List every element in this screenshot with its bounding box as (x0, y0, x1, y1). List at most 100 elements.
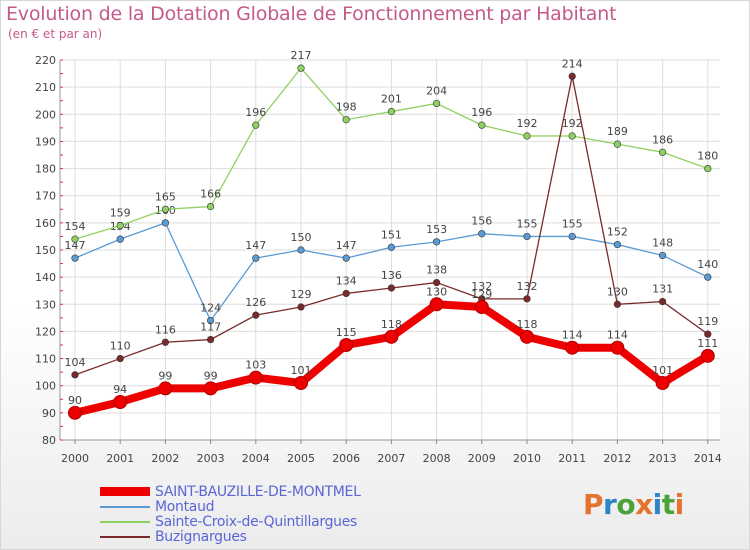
data-label: 214 (562, 57, 583, 70)
data-label: 134 (336, 274, 357, 287)
x-tick-label: 2008 (423, 452, 451, 465)
data-point (116, 221, 124, 230)
logo-letter: x (635, 488, 653, 521)
legend-item: Montaud (100, 498, 361, 515)
data-point (384, 329, 399, 344)
x-tick-label: 2013 (649, 452, 677, 465)
y-tick-label: 180 (35, 163, 56, 176)
legend-swatch (100, 535, 150, 538)
data-label: 198 (336, 101, 357, 114)
data-label: 166 (200, 188, 221, 201)
data-label: 130 (426, 285, 447, 298)
data-point (252, 121, 260, 129)
x-tick-label: 2000 (61, 452, 89, 465)
legend-item: Sainte-Croix-de-Quintillargues (100, 514, 361, 530)
data-point (568, 232, 576, 241)
x-tick-label: 2009 (468, 452, 496, 465)
data-label: 148 (652, 236, 673, 249)
data-label: 204 (426, 84, 447, 97)
data-label: 180 (697, 150, 718, 163)
data-point (523, 232, 531, 241)
data-label: 217 (291, 49, 312, 62)
data-point (252, 311, 260, 319)
data-point (342, 254, 350, 262)
logo-letter: i (674, 488, 685, 521)
x-tick-label: 2014 (694, 452, 722, 465)
y-tick-label: 220 (35, 54, 56, 67)
data-label: 118 (517, 318, 538, 331)
data-point (613, 300, 622, 308)
data-label: 154 (65, 220, 86, 233)
data-label: 165 (155, 190, 176, 203)
data-label: 90 (68, 394, 82, 407)
data-label: 131 (652, 283, 673, 296)
data-point (161, 205, 169, 213)
data-point (71, 254, 79, 262)
data-point (704, 164, 712, 173)
data-label: 132 (517, 280, 538, 293)
data-point (433, 99, 441, 108)
data-label: 116 (155, 323, 176, 336)
data-point (207, 335, 215, 344)
series-sainte-croix-de-quintillargues: 154 159 165 166 196 217 198 201 204 196 192 192 189 1… (65, 49, 718, 243)
data-label: 104 (65, 356, 86, 369)
data-label: 147 (65, 239, 86, 252)
data-point (658, 148, 667, 156)
data-label: 99 (158, 369, 172, 382)
data-point (161, 338, 169, 346)
data-point (297, 246, 305, 254)
data-label: 129 (471, 288, 492, 301)
data-point (658, 251, 667, 260)
data-point (610, 340, 625, 355)
data-point (613, 240, 622, 249)
data-point (71, 235, 79, 243)
data-label: 138 (426, 264, 447, 277)
data-label: 110 (110, 340, 131, 353)
data-point (704, 273, 712, 281)
logo-letter: P (583, 488, 604, 521)
chart-title: Evolution de la Dotation Globale de Fonc… (6, 3, 617, 25)
data-label: 132 (471, 280, 492, 293)
data-point (252, 254, 260, 262)
data-label: 192 (562, 117, 583, 130)
data-label: 103 (245, 359, 266, 372)
y-tick-label: 80 (42, 434, 56, 447)
data-point (297, 303, 305, 311)
data-label: 201 (381, 93, 402, 106)
data-point (568, 72, 576, 80)
data-label: 126 (245, 296, 266, 309)
logo-letter: i (652, 488, 663, 521)
data-label: 114 (607, 329, 628, 342)
legend-item: Buzignargues (100, 528, 361, 545)
series-montaud: 1471541601241471501471511531561551551521… (65, 204, 718, 325)
data-label: 140 (697, 258, 718, 271)
data-point (523, 295, 531, 303)
y-tick-label: 90 (42, 407, 56, 420)
data-point (700, 348, 715, 363)
y-tick-label: 190 (35, 135, 56, 148)
data-point (565, 340, 580, 355)
data-label: 101 (291, 364, 312, 377)
data-point (429, 297, 444, 312)
x-tick-label: 2005 (287, 452, 315, 465)
data-point (433, 278, 441, 287)
y-tick-label: 160 (35, 217, 56, 230)
x-tick-label: 2003 (197, 452, 225, 465)
data-point (658, 297, 667, 306)
y-tick-label: 130 (35, 298, 56, 311)
y-tick-label: 120 (35, 325, 56, 338)
data-label: 147 (336, 239, 357, 252)
legend-item: SAINT-BAUZILLE-DE-MONTMEL (100, 484, 361, 500)
legend-label: Montaud (155, 498, 215, 515)
data-label: 192 (517, 117, 538, 130)
y-tick-label: 150 (35, 244, 56, 257)
data-point (568, 132, 576, 140)
data-point (613, 140, 622, 148)
data-point (474, 300, 489, 314)
data-point (161, 219, 169, 227)
legend-label: Buzignargues (155, 528, 247, 545)
legend-swatch (100, 505, 150, 508)
data-label: 136 (381, 269, 402, 282)
data-point (248, 370, 263, 385)
